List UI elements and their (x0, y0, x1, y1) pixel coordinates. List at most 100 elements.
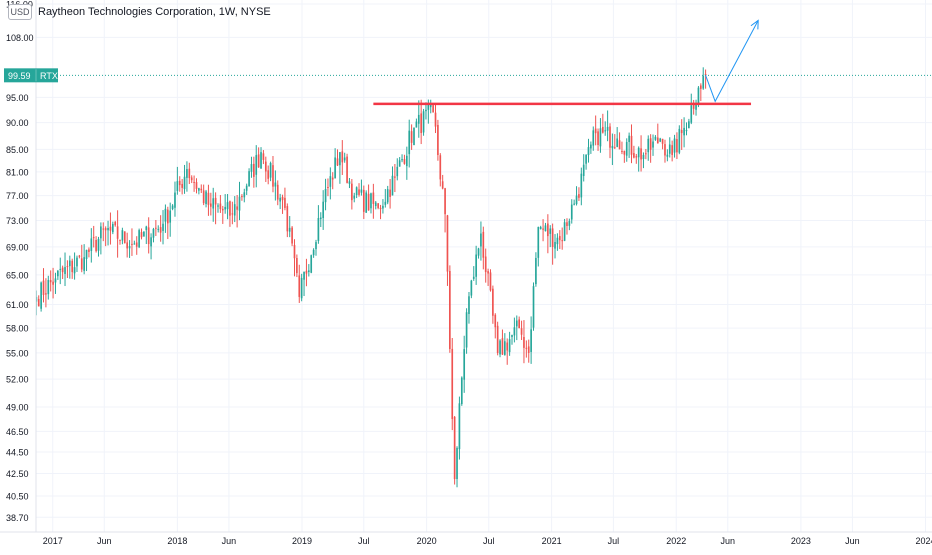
candle-body (248, 171, 250, 187)
candle-body (599, 128, 602, 147)
time-tick-label: 2018 (167, 536, 187, 546)
candle-body (613, 147, 616, 149)
candle-body (319, 217, 322, 220)
candle-body (274, 182, 277, 187)
candle-body (470, 280, 473, 296)
price-tick-label: 85.00 (6, 145, 29, 155)
candle-body (200, 188, 203, 191)
candle-body (525, 347, 528, 349)
candle-body (439, 155, 442, 180)
candle-body (384, 201, 387, 205)
candle-body (57, 270, 59, 277)
candle-body (451, 348, 454, 420)
candle-body (102, 228, 105, 230)
candle-body (511, 335, 513, 337)
time-tick-label: Jun (97, 536, 112, 546)
candle-body (90, 238, 93, 251)
candle-body (441, 181, 444, 189)
candle-body (499, 340, 501, 355)
currency-badge[interactable]: USD (8, 4, 32, 20)
price-tick-label: 65.00 (6, 270, 29, 280)
candle-body (578, 194, 580, 198)
candle-body (539, 227, 542, 230)
candle-body (405, 155, 408, 167)
candle-body (551, 228, 554, 247)
candle-body (503, 341, 506, 355)
candle-body (501, 338, 504, 355)
time-tick-label: 2019 (292, 536, 312, 546)
candle-body (664, 144, 666, 156)
candle-body (126, 242, 129, 249)
candle-body (243, 192, 246, 198)
candle-body (152, 228, 155, 238)
candle-body (229, 201, 231, 216)
candle-body (37, 298, 40, 307)
candle-body (111, 224, 114, 233)
candle-body (188, 168, 191, 179)
candle-body (276, 184, 279, 200)
candle-body (558, 236, 561, 241)
candle-body (379, 207, 382, 210)
candle-body (673, 138, 676, 153)
candle-body (434, 112, 437, 127)
candle-body (293, 244, 296, 259)
candle-body (508, 339, 511, 353)
time-tick-label: Jul (358, 536, 370, 546)
candle-body (549, 228, 552, 234)
candle-body (652, 141, 654, 148)
candle-body (566, 222, 568, 226)
candle-body (71, 260, 74, 273)
candle-body (133, 243, 136, 245)
candle-body (415, 121, 418, 128)
candle-body (231, 213, 234, 215)
candle-body (64, 267, 66, 274)
candle-body (164, 208, 167, 222)
candle-body (360, 189, 363, 193)
candle-body (312, 249, 315, 256)
price-tick-label: 42.50 (6, 469, 29, 479)
candle-body (382, 205, 384, 209)
last-price-symbol: RTX (40, 71, 58, 81)
candle-body (570, 204, 573, 220)
candle-body (597, 131, 599, 146)
candle-body (128, 246, 131, 249)
candle-body (635, 156, 638, 158)
candle-body (219, 203, 222, 210)
last-price-badge (4, 68, 58, 83)
candle-body (530, 329, 532, 352)
candle-body (563, 222, 566, 241)
candle-body (119, 239, 121, 241)
candle-body (176, 181, 179, 191)
candle-body (123, 231, 126, 244)
time-tick-label: 2017 (43, 536, 63, 546)
candle-body (472, 276, 475, 279)
candle-body (157, 228, 160, 230)
candle-body (389, 189, 391, 197)
candle-body (609, 126, 611, 148)
candle-body (317, 218, 320, 241)
candle-body (692, 103, 695, 109)
candle-body (224, 206, 227, 210)
candle-body (214, 197, 217, 205)
candle-body (458, 403, 461, 450)
candle-body (97, 238, 100, 251)
candle-body (245, 185, 248, 191)
candle-body (623, 150, 626, 155)
candle-body (542, 228, 544, 230)
candle-body (429, 103, 432, 108)
candle-body (637, 147, 640, 158)
candle-body (250, 164, 253, 172)
chart-legend-title: Raytheon Technologies Corporation, 1W, N… (38, 6, 271, 18)
candle-body (604, 130, 607, 132)
candle-body (420, 113, 423, 134)
candle-body (463, 349, 466, 380)
price-tick-label: 61.00 (6, 300, 29, 310)
candle-body (159, 227, 162, 233)
candle-body (408, 130, 411, 155)
candle-body (322, 201, 325, 219)
candle-body (523, 337, 525, 348)
candle-body (255, 155, 258, 175)
candle-body (582, 164, 585, 176)
